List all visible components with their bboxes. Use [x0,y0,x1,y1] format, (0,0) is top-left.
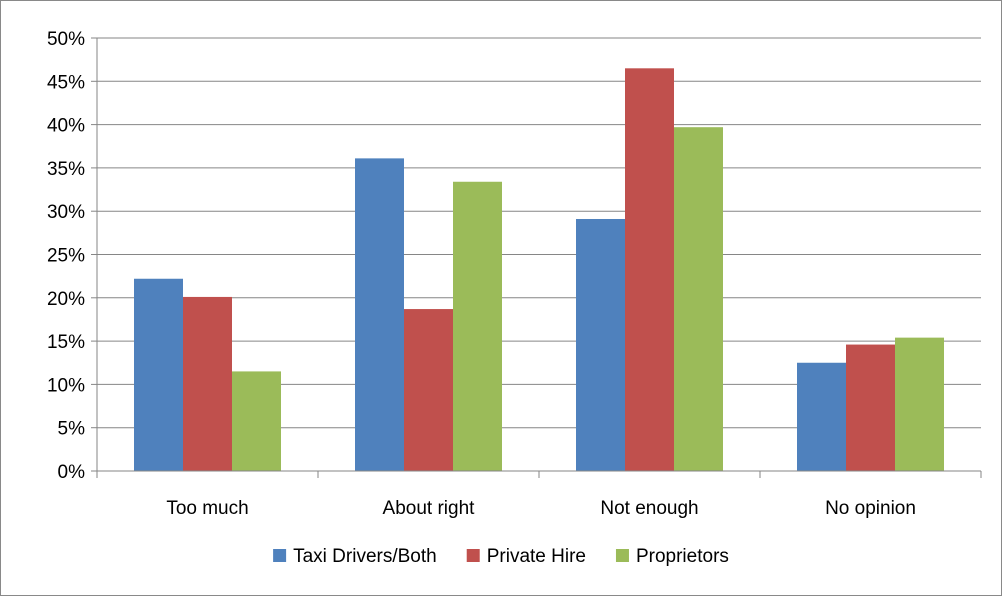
bar [232,371,281,471]
y-tick-label: 5% [58,419,86,440]
y-tick-label: 40% [47,116,85,137]
y-tick-label: 20% [47,289,85,310]
y-tick-label: 15% [47,332,85,353]
bar [846,344,895,471]
bar [453,181,502,472]
bar [674,127,723,471]
bar [576,218,625,471]
x-tick-label: Not enough [600,498,698,519]
x-tick-label: No opinion [825,498,916,519]
tick-labels: 0% 5% 10% 15% 20% 25% 30% 35% 40% 45% 50% Too much A… [47,29,916,519]
legend-label: Private Hire [487,546,586,567]
y-tick-label: 30% [47,202,85,223]
x-tick-label: Too much [166,498,248,519]
y-tick-label: 10% [47,375,85,396]
y-tick-label: 0% [58,462,86,483]
legend-swatch [615,549,629,562]
y-tick-label: 45% [47,72,85,93]
legend-swatch [466,549,480,562]
x-tick-label: About right [383,498,476,519]
legend-swatch [273,549,287,562]
bar [895,337,944,471]
legend: Taxi Drivers/Both Private Hire Proprietors [273,546,729,567]
y-tick-label: 50% [47,29,85,50]
bar [134,278,183,471]
y-tick-label: 35% [47,159,85,180]
y-tick-label: 25% [47,246,85,267]
bar [355,158,404,471]
bar [625,68,674,471]
bar [404,309,453,471]
legend-label: Taxi Drivers/Both [293,546,437,567]
legend-label: Proprietors [636,546,729,567]
bar [183,296,232,471]
axes [91,37,982,478]
bars [134,68,944,472]
bar [797,362,846,471]
